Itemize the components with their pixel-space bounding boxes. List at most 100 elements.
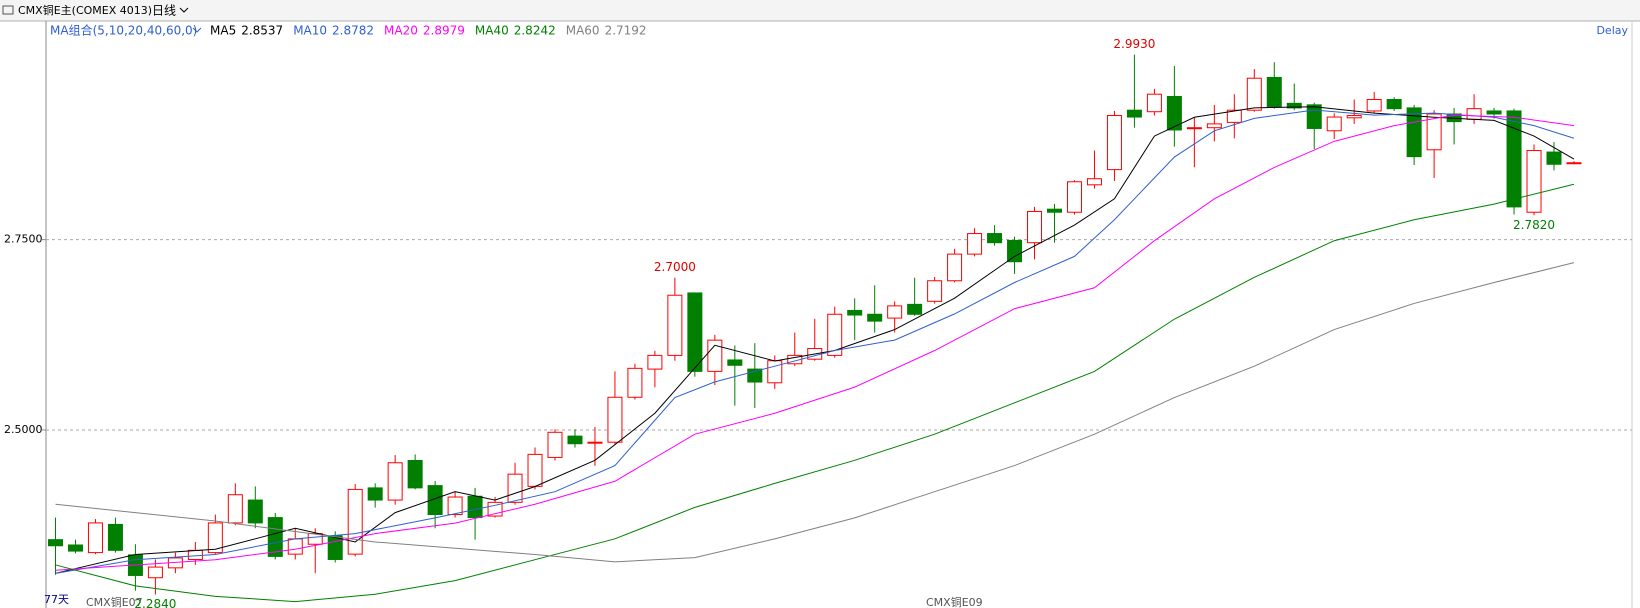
- candle-body: [587, 441, 603, 444]
- candle-body: [1047, 208, 1062, 213]
- legend-value: 2.8782: [332, 24, 374, 38]
- y-tick-label: 2.7500: [4, 233, 43, 246]
- candle-body: [1186, 127, 1202, 130]
- y-tick-label: 2.5000: [4, 423, 43, 436]
- candle-body: [1266, 76, 1282, 108]
- period-selector[interactable]: 日线: [152, 4, 176, 18]
- candle-body: [867, 313, 883, 322]
- candle-body: [427, 485, 443, 516]
- legend-name: MA5: [210, 24, 236, 38]
- candle-body: [1126, 109, 1142, 118]
- contract-label: CMX铜E09: [926, 595, 983, 608]
- candle-body: [927, 280, 943, 302]
- candle-body: [87, 522, 103, 554]
- ma-line: [55, 262, 1575, 563]
- candle-body: [67, 544, 83, 552]
- candle-body: [827, 313, 843, 356]
- dropdown-arrow[interactable]: [179, 7, 189, 13]
- legend-name: MA40: [475, 24, 509, 38]
- contract-label: CMX铜E07: [86, 595, 143, 608]
- candle-body: [507, 473, 523, 503]
- status: Delay: [1596, 24, 1628, 37]
- candle-body: [887, 305, 903, 319]
- candle-body: [387, 462, 403, 501]
- candle-body: [667, 294, 683, 356]
- ma-line: [55, 109, 1575, 574]
- candle-body: [1406, 107, 1422, 158]
- legend-name: MA10: [293, 24, 327, 38]
- candle-body: [1007, 239, 1023, 263]
- candle-body: [407, 459, 423, 489]
- candle-body: [1306, 104, 1322, 129]
- candle-body: [967, 233, 983, 255]
- ma-group[interactable]: MA组合(5,10,20,40,60,0): [50, 23, 197, 38]
- candle-body: [1106, 115, 1122, 171]
- legend-value: 2.8979: [423, 24, 465, 38]
- candle-body: [247, 499, 263, 524]
- candle-body: [847, 309, 863, 316]
- price-annotation: 2.2840: [134, 597, 176, 608]
- candle-body: [1226, 109, 1242, 123]
- candle-body: [467, 495, 483, 519]
- candle-body: [987, 233, 1003, 244]
- candle-body: [1366, 99, 1382, 112]
- candle-body: [1566, 162, 1582, 165]
- candle-body: [1246, 77, 1262, 111]
- candle-body: [1506, 110, 1522, 208]
- candle-body: [527, 453, 543, 487]
- candle-body: [287, 538, 303, 555]
- candle-body: [687, 292, 703, 372]
- candle-body: [647, 354, 663, 370]
- candle-body: [267, 517, 283, 557]
- dropdown-arrow[interactable]: [192, 27, 202, 33]
- candle-body: [147, 566, 163, 579]
- candle-body: [307, 533, 323, 545]
- candle-body: [1426, 113, 1442, 151]
- candle-body: [1166, 95, 1182, 131]
- candle-body: [1086, 178, 1102, 186]
- candle-body: [627, 367, 643, 398]
- legend-name: MA60: [566, 24, 600, 38]
- legend-value: 2.7192: [605, 24, 647, 38]
- candle-body: [707, 339, 723, 372]
- candle-body: [1146, 93, 1162, 113]
- candle-body: [727, 359, 743, 366]
- ma-line: [55, 114, 1575, 571]
- candle-body: [1546, 151, 1562, 165]
- candle-body: [607, 396, 623, 443]
- candle-body: [207, 522, 223, 554]
- chart-title[interactable]: CMX铜E主(COMEX 4013): [18, 3, 152, 17]
- candle-body: [367, 487, 383, 501]
- candle-body: [327, 535, 343, 560]
- candle-body: [1346, 115, 1362, 119]
- candle-body: [907, 303, 923, 315]
- candle-body: [947, 253, 963, 282]
- candle-body: [1326, 116, 1342, 132]
- candle-body: [1027, 210, 1043, 244]
- candle-body: [107, 523, 123, 551]
- candle-body: [347, 488, 363, 555]
- candle-body: [1286, 102, 1302, 109]
- candle-body: [1486, 110, 1502, 115]
- candle-body: [447, 496, 463, 516]
- price-annotation: 2.7000: [654, 260, 696, 274]
- candle-body: [1466, 108, 1482, 120]
- candle-body: [1206, 123, 1222, 129]
- candle-body: [567, 435, 583, 445]
- header-bar: [0, 0, 1640, 21]
- legend-value: 2.8242: [514, 24, 556, 38]
- day-count: 77天: [44, 593, 69, 606]
- icon: [2, 5, 14, 15]
- candle-body: [547, 431, 563, 458]
- candle-body: [1386, 99, 1402, 110]
- candle-body: [1066, 181, 1082, 213]
- legend-name: MA20: [384, 24, 418, 38]
- candle-body: [48, 539, 63, 547]
- legend-value: 2.8537: [241, 24, 283, 38]
- price-annotation: 2.9930: [1113, 37, 1155, 51]
- candle-body: [227, 494, 243, 524]
- price-annotation: 2.7820: [1513, 218, 1555, 232]
- candle-body: [767, 360, 783, 384]
